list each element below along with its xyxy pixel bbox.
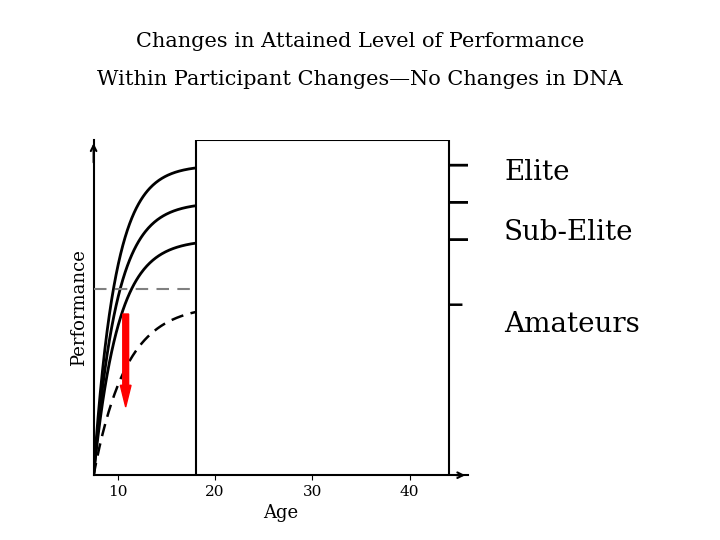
Bar [196, 140, 449, 475]
Text: Amateurs: Amateurs [504, 310, 640, 338]
Text: Changes in Attained Level of Performance: Changes in Attained Level of Performance [136, 32, 584, 51]
X-axis label: Age: Age [264, 504, 298, 523]
Text: Sub-Elite: Sub-Elite [504, 219, 634, 246]
Text: Elite: Elite [504, 159, 570, 186]
Text: Within Participant Changes—No Changes in DNA: Within Participant Changes—No Changes in… [97, 70, 623, 89]
FancyArrow shape [120, 314, 131, 407]
Y-axis label: Performance: Performance [70, 249, 88, 366]
